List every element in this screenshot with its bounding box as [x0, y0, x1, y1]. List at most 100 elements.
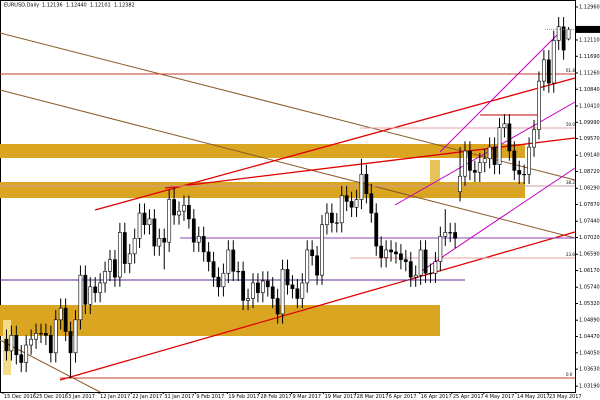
y-tick-label: 1.06170: [579, 268, 600, 274]
candle-body: [177, 210, 181, 216]
candle-body: [448, 232, 453, 234]
candle-body: [167, 199, 172, 243]
candle-body: [246, 298, 250, 301]
y-tick-label: 1.03630: [579, 367, 600, 373]
candle-body: [398, 253, 403, 260]
candle-body: [29, 338, 34, 346]
candle-body: [88, 286, 93, 305]
trend-line: [0, 32, 576, 181]
zone: [0, 144, 525, 158]
candle-body: [354, 199, 359, 208]
y-tick-label: 1.04470: [579, 334, 600, 340]
candle-body: [315, 255, 319, 276]
candle-body: [349, 201, 354, 208]
y-tick-label: 1.08290: [579, 186, 600, 192]
candle-body: [339, 195, 344, 224]
trend-line: [0, 89, 576, 239]
y-tick-label: 1.04050: [579, 350, 600, 356]
y-tick-label: 1.12110: [579, 37, 600, 43]
candle-body: [546, 59, 551, 84]
candle-body: [68, 331, 73, 354]
candle-body: [108, 259, 112, 272]
y-tick-label: 1.09990: [579, 120, 600, 126]
candle-body: [127, 253, 132, 264]
candle-body: [280, 269, 285, 315]
channel-line: [419, 167, 576, 273]
candle-body: [433, 261, 438, 274]
x-tick-label: 12 Jan 2017: [100, 394, 130, 400]
candle-body: [48, 335, 53, 354]
candle-body: [532, 129, 536, 148]
candle-body: [285, 269, 290, 286]
candle-body: [408, 261, 413, 278]
candle-body: [157, 238, 162, 247]
trend-line: [164, 137, 576, 189]
candle-body: [537, 80, 541, 130]
candle-body: [477, 162, 482, 173]
candle-body: [73, 319, 78, 354]
candle-body: [172, 199, 177, 216]
x-tick-label: 28 Feb 2017: [260, 394, 291, 400]
candle-body: [256, 282, 260, 293]
candle-body: [206, 251, 211, 262]
candle-body: [236, 270, 241, 273]
candle-body: [186, 205, 191, 220]
candle-body: [359, 173, 364, 200]
candle-body: [522, 173, 527, 176]
trend-line: [94, 77, 576, 211]
y-tick-label: 1.11690: [579, 54, 600, 60]
candle-body: [9, 335, 14, 352]
candle-body: [147, 218, 152, 226]
candle-body: [541, 59, 546, 82]
candle-body: [300, 282, 305, 299]
candle-body: [39, 333, 43, 335]
x-tick-label: 4 May 2017: [485, 394, 514, 400]
x-tick-label: 23 May 2017: [549, 394, 582, 400]
candle-body: [369, 193, 374, 214]
zone: [430, 160, 440, 182]
candle-body: [216, 276, 221, 288]
candle-body: [517, 170, 522, 175]
candle-body: [191, 218, 196, 243]
fib-label: 0.0: [566, 372, 573, 377]
candle-body: [251, 282, 255, 299]
zone: [0, 182, 525, 198]
candle-body: [463, 150, 467, 177]
candle-body: [24, 344, 29, 363]
candle-body: [162, 238, 167, 243]
x-tick-label: 9 Mar 2017: [293, 394, 322, 400]
candle-body: [231, 249, 236, 272]
fib-label: 38.2: [566, 180, 575, 185]
candle-body: [329, 212, 334, 224]
candle-body: [83, 274, 88, 305]
channel-line: [439, 31, 561, 153]
candle-body: [196, 236, 201, 243]
fib-label: 50.0: [566, 122, 575, 127]
y-tick-label: 1.11260: [579, 70, 600, 76]
x-tick-label: 15 Dec 2016: [4, 394, 36, 400]
candle-body: [423, 249, 428, 274]
candle-body: [428, 272, 433, 275]
x-tick-label: 22 Jan 2017: [132, 394, 162, 400]
y-tick-label: 1.09140: [579, 153, 600, 159]
candle-body: [413, 274, 418, 278]
candle-body: [403, 259, 408, 262]
candle-body: [260, 280, 265, 293]
x-tick-label: 19 Feb 2017: [228, 394, 259, 400]
candle-body: [4, 338, 9, 352]
candle-body: [438, 236, 443, 262]
price-box: [575, 25, 600, 33]
candle-body: [117, 232, 122, 278]
candle-body: [487, 146, 492, 160]
y-tick-label: 1.07440: [579, 219, 600, 225]
candle-body: [137, 212, 142, 239]
x-tick-label: 6 Apr 2017: [389, 394, 417, 400]
candle-body: [310, 249, 315, 257]
candle-body: [566, 29, 571, 40]
candle-body: [507, 123, 512, 152]
candle-body: [492, 146, 497, 165]
x-tick-label: 9 Feb 2017: [196, 394, 224, 400]
candle-body: [53, 319, 58, 354]
candle-body: [201, 236, 206, 253]
x-tick-label: 3 Jan 2017: [68, 394, 95, 400]
